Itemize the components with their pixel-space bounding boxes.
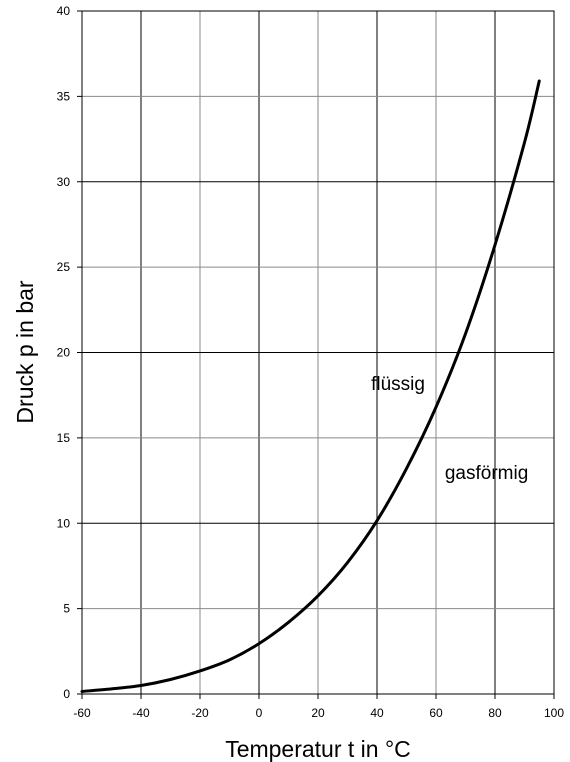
annotations: flüssig gasförmig <box>371 374 528 484</box>
y-tick-label: 30 <box>57 175 71 189</box>
x-tick-label: -20 <box>191 706 209 720</box>
axis-titles: Temperatur t in °C Druck p in bar <box>12 280 411 762</box>
x-tick-label: 80 <box>488 706 502 720</box>
y-tick-label: 15 <box>57 431 71 445</box>
y-tick-label: 5 <box>63 602 70 616</box>
x-tick-label: 0 <box>256 706 263 720</box>
x-tick-label: 100 <box>544 706 564 720</box>
y-axis-title: Druck p in bar <box>12 280 38 424</box>
x-tick-label: 20 <box>311 706 325 720</box>
plot-border <box>81 10 555 695</box>
tick-labels: -60 -40 -20 0 20 40 60 80 100 0 5 10 15 20 25 30 35 40 <box>57 4 565 720</box>
x-axis-title: Temperatur t in °C <box>225 736 411 762</box>
region-annotation: gasförmig <box>445 463 528 484</box>
series-layer <box>80 79 541 693</box>
x-tick-label: -40 <box>132 706 150 720</box>
x-tick-label: 40 <box>370 706 384 720</box>
y-tick-label: 40 <box>57 4 71 18</box>
series-line <box>80 79 541 693</box>
y-tick-label: 0 <box>63 687 70 701</box>
y-tick-label: 25 <box>57 260 71 274</box>
x-tick-label: -60 <box>73 706 91 720</box>
grid-layer <box>82 11 554 694</box>
y-tick-label: 35 <box>57 89 71 103</box>
y-tick-label: 10 <box>57 516 71 530</box>
plot-frame <box>77 10 555 699</box>
y-tick-label: 20 <box>57 346 71 360</box>
region-annotation: flüssig <box>371 374 425 395</box>
x-tick-label: 60 <box>429 706 443 720</box>
